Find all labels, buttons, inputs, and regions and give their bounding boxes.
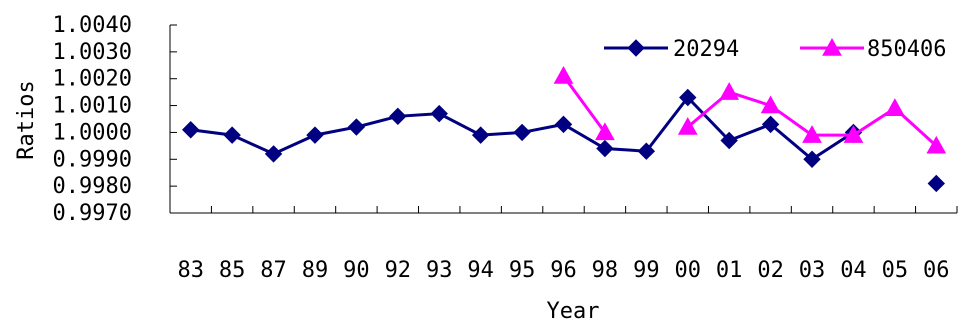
series-line-850406 [562, 75, 607, 134]
data-point-850406 [677, 117, 698, 135]
legend-item-20294: 20294 [604, 37, 739, 62]
data-point-20294 [927, 174, 945, 193]
x-tick-label: 00 [675, 258, 702, 283]
data-point-20294 [803, 150, 821, 168]
legend-label: 20294 [673, 37, 739, 62]
legend-marker [627, 39, 645, 57]
x-tick-label: 90 [343, 258, 370, 283]
legend-item-850406: 850406 [800, 37, 946, 62]
x-tick-label: 05 [882, 258, 909, 283]
data-point-20294 [471, 126, 490, 144]
x-tick-label: 92 [385, 258, 412, 283]
legend: 20294 850406 [604, 37, 946, 62]
data-point-20294 [389, 107, 407, 126]
y-tick-label: 1.0030 [53, 40, 132, 65]
legend-marker [822, 37, 842, 56]
y-tick-label: 1.0010 [53, 94, 132, 119]
data-point-20294 [264, 145, 283, 163]
data-point-20294 [761, 115, 780, 134]
x-tick-label: 89 [302, 258, 329, 283]
data-point-20294 [720, 131, 738, 150]
data-point-850406 [885, 98, 905, 116]
data-point-20294 [596, 139, 614, 158]
y-tick-label: 0.9970 [53, 201, 132, 226]
data-point-850406 [926, 135, 947, 154]
data-point-850406 [802, 125, 822, 143]
y-tick-label: 0.9990 [53, 147, 132, 172]
y-tick-label: 1.0040 [53, 13, 132, 38]
y-tick-label: 0.9980 [53, 174, 132, 199]
data-point-20294 [554, 115, 573, 134]
x-tick-label: 99 [633, 258, 660, 283]
series-850406 [553, 65, 947, 154]
data-point-850406 [760, 95, 781, 114]
data-point-20294 [347, 118, 366, 136]
data-point-850406 [553, 65, 574, 84]
x-tick-label: 03 [799, 258, 826, 283]
data-point-20294 [679, 88, 697, 107]
x-tick-label: 85 [219, 258, 246, 283]
data-point-850406 [843, 125, 864, 143]
x-tick-label: 01 [716, 258, 743, 283]
data-point-20294 [513, 123, 531, 142]
y-axis-label: Ratios [14, 80, 39, 159]
data-point-850406 [595, 122, 615, 141]
x-tick-label: 02 [757, 258, 784, 283]
data-point-20294 [182, 121, 200, 139]
x-tick-label: 98 [592, 258, 619, 283]
data-point-850406 [719, 82, 740, 100]
data-point-20294 [430, 104, 448, 123]
axes: 0.99700.99800.99901.00001.00101.00201.00… [53, 13, 958, 283]
series-layer [182, 65, 947, 193]
y-tick-label: 1.0000 [53, 120, 132, 145]
x-tick-label: 06 [923, 258, 950, 283]
data-point-20294 [637, 142, 656, 160]
x-tick-label: 95 [509, 258, 536, 283]
x-tick-label: 87 [260, 258, 287, 283]
series-20294 [182, 88, 945, 193]
x-tick-label: 93 [426, 258, 453, 283]
x-tick-label: 04 [840, 258, 867, 283]
x-tick-label: 94 [467, 258, 494, 283]
y-tick-label: 1.0020 [53, 67, 132, 92]
x-axis-label: Year [547, 299, 600, 324]
x-tick-label: 96 [550, 258, 577, 283]
x-tick-label: 83 [177, 258, 204, 283]
data-point-20294 [306, 126, 324, 144]
legend-label: 850406 [867, 37, 946, 62]
data-point-20294 [223, 126, 241, 144]
